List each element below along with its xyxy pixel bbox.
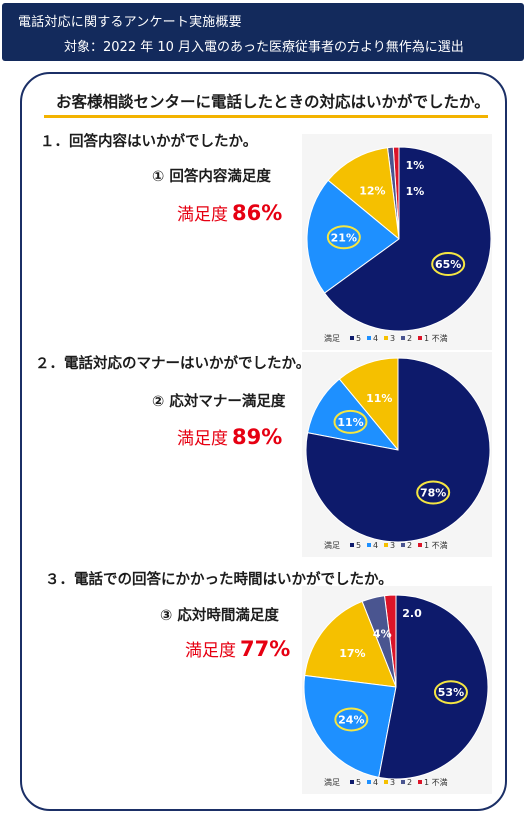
section-2-sat-label: 満足度 (177, 429, 228, 449)
pie-label-ring-5 (431, 252, 466, 277)
pie-chart-3: 2.0 4% 17% 24% 53% 満足 5 4 3 2 1 不満 (302, 586, 492, 794)
pie-label-3: 11% (366, 392, 392, 405)
legend-swatch-4 (367, 543, 371, 547)
pie-chart-1: 1% 1% 12% 21% 65% 満足 5 4 3 2 1 不満 (302, 134, 492, 350)
legend-label-5: 5 (356, 541, 361, 550)
section-2-satisfaction: 満足度 89% (177, 424, 282, 449)
pie-slice-5 (323, 146, 492, 332)
section-1-title: １．回答内容はいかがでしたか。 (40, 134, 258, 150)
legend-swatch-3 (384, 780, 388, 784)
legend-swatch-2 (401, 543, 405, 547)
pie-label-5: 78% (420, 487, 446, 500)
pie-label-2: 1% (406, 185, 425, 198)
legend-label-3: 3 (390, 778, 395, 787)
section-2-title: ２．電話対応のマナーはいかがでしたか。 (35, 356, 311, 372)
question-heading: お客様相談センターに電話したときの対応はいかがでしたか。 (56, 93, 490, 111)
legend-label-2: 2 (407, 541, 412, 550)
section-3-chart-title: ③ 応対時間満足度 (160, 608, 279, 624)
section-1-chart-title: ① 回答内容満足度 (152, 169, 271, 185)
legend-swatch-5 (350, 336, 354, 340)
legend-label-1: 1 不満 (424, 541, 448, 550)
legend-title: 満足 (324, 778, 340, 787)
pie-label-ring-5 (433, 680, 468, 705)
pie-label-4: 21% (331, 231, 357, 244)
legend-label-4: 4 (373, 541, 378, 550)
pie-label-ring-4 (326, 225, 361, 250)
pie-label-3: 17% (339, 647, 365, 660)
pie-slice-5 (305, 357, 491, 543)
section-2-sat-value: 89% (232, 425, 283, 449)
pie-slice-4 (303, 674, 397, 778)
pie-label-4: 11% (337, 416, 363, 429)
section-3-satisfaction: 満足度 77% (185, 636, 290, 661)
pie-slice-5 (378, 594, 489, 780)
legend-label-5: 5 (356, 778, 361, 787)
legend-label-3: 3 (390, 334, 395, 343)
legend-label-4: 4 (373, 334, 378, 343)
header-banner: 電話対応に関するアンケート実施概要 対象：2022 年 10 月入電のあった医療… (2, 3, 524, 61)
pie-label-ring-4 (333, 409, 368, 434)
section-1-sat-value: 86% (232, 201, 283, 225)
legend-label-3: 3 (390, 541, 395, 550)
section-3-title: ３．電話での回答にかかった時間はいかがでしたか。 (45, 572, 393, 588)
pie-label-ring-4 (334, 707, 369, 732)
legend-swatch-5 (350, 780, 354, 784)
pie-label-2: 4% (373, 628, 392, 641)
header-subtitle: 対象：2022 年 10 月入電のあった医療従事者の方より無作為に選出 (64, 40, 464, 55)
pie-slice-4 (306, 179, 400, 294)
legend-label-5: 5 (356, 334, 361, 343)
section-2-chart-title: ② 応対マナー満足度 (152, 394, 286, 410)
pie-label-1: 1% (406, 159, 425, 172)
legend-swatch-2 (401, 780, 405, 784)
legend-label-2: 2 (407, 334, 412, 343)
pie-label-5: 53% (438, 686, 464, 699)
legend-label-2: 2 (407, 778, 412, 787)
legend-swatch-3 (384, 543, 388, 547)
question-underline (44, 115, 488, 118)
section-1-satisfaction: 満足度 86% (177, 200, 282, 225)
legend-label-1: 1 不満 (424, 334, 448, 343)
pie-chart-2: 11% 11% 78% 満足 5 4 3 2 1 不満 (302, 352, 492, 557)
legend-swatch-1 (418, 543, 422, 547)
legend-swatch-1 (418, 336, 422, 340)
pie-label-4: 24% (338, 713, 364, 726)
legend-swatch-2 (401, 336, 405, 340)
section-1-sat-label: 満足度 (177, 205, 228, 225)
pie-label-5: 65% (435, 258, 461, 271)
pie-label-3: 12% (359, 185, 385, 198)
pie-slice-3 (327, 147, 400, 241)
legend-swatch-4 (367, 336, 371, 340)
legend-title: 満足 (324, 541, 340, 550)
pie-label-1: 2.0 (402, 607, 422, 620)
legend-swatch-3 (384, 336, 388, 340)
legend-label-1: 1 不満 (424, 778, 448, 787)
pie-chart-1-svg: 1% 1% 12% 21% 65% 満足 5 4 3 2 1 不満 (306, 146, 492, 343)
legend-swatch-5 (350, 543, 354, 547)
pie-chart-3-svg: 2.0 4% 17% 24% 53% 満足 5 4 3 2 1 不満 (303, 594, 489, 787)
legend-title: 満足 (324, 334, 340, 343)
header-title: 電話対応に関するアンケート実施概要 (18, 15, 242, 30)
legend-swatch-1 (418, 780, 422, 784)
pie-slice-3 (304, 600, 397, 688)
section-3-sat-label: 満足度 (185, 641, 236, 661)
pie-label-ring-5 (416, 480, 451, 505)
legend-label-4: 4 (373, 778, 378, 787)
pie-chart-2-svg: 11%11% 78% 満足 5 4 3 2 1 不満 (305, 357, 491, 550)
section-3-sat-value: 77% (240, 637, 291, 661)
legend-swatch-4 (367, 780, 371, 784)
